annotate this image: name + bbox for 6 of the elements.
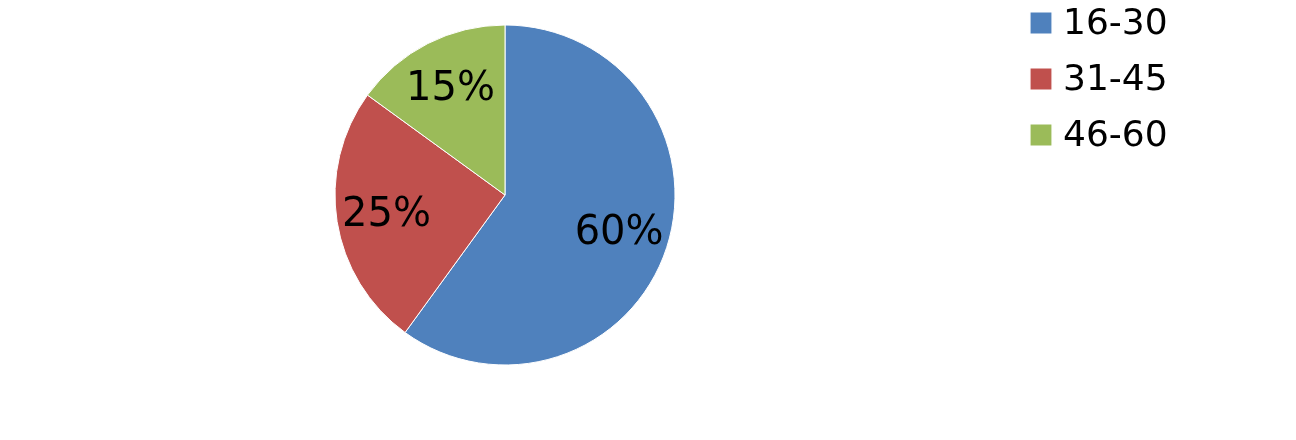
- data-label: 15%: [406, 63, 495, 110]
- data-label: 25%: [342, 188, 431, 235]
- legend-label: 16-30: [1063, 1, 1168, 42]
- data-label: 60%: [574, 207, 664, 254]
- legend-label: 31-45: [1063, 57, 1168, 98]
- legend-label: 46-60: [1063, 113, 1168, 154]
